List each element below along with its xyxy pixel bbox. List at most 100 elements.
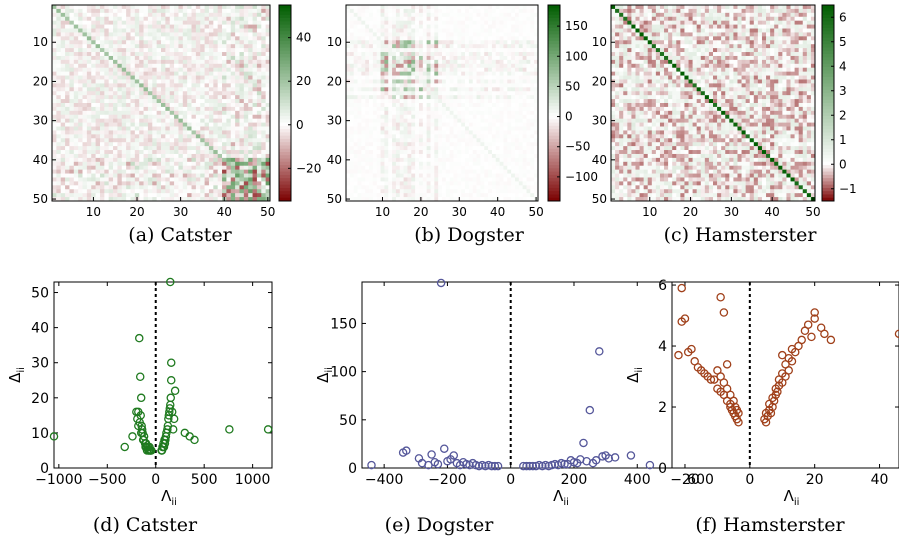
heatmap-cell <box>503 181 508 186</box>
heatmap-cell <box>449 138 454 143</box>
colorbar-segment <box>279 63 291 68</box>
heatmap-cell <box>476 161 481 167</box>
heatmap-cell <box>191 95 197 100</box>
heatmap-cell <box>230 24 236 29</box>
heatmap-cell <box>169 165 175 170</box>
heatmap-cell <box>169 114 175 119</box>
heatmap-cell <box>442 44 447 49</box>
heatmap-cell <box>426 153 431 159</box>
heatmap-cell <box>399 130 404 135</box>
heatmap-cell <box>113 173 118 178</box>
heatmap-cell <box>165 5 171 10</box>
heatmap-cell <box>534 134 539 139</box>
heatmap-cell <box>117 55 123 61</box>
colorbar-segment <box>279 27 291 32</box>
heatmap-cell <box>365 83 370 88</box>
heatmap-cell <box>91 20 96 25</box>
heatmap-cell <box>491 126 497 131</box>
heatmap-cell <box>415 8 420 14</box>
heatmap-cell <box>126 153 131 159</box>
heatmap-cell <box>361 48 366 53</box>
heatmap-cell <box>195 153 201 159</box>
heatmap-cell <box>457 59 462 65</box>
heatmap-cell <box>361 146 366 151</box>
heatmap-cell <box>365 142 370 147</box>
heatmap-cell <box>161 71 166 76</box>
heatmap-cell <box>91 63 96 69</box>
heatmap-cell <box>121 48 127 53</box>
heatmap-cell <box>204 67 210 72</box>
heatmap-cell <box>376 169 381 174</box>
heatmap-cell <box>349 173 354 178</box>
heatmap-cell <box>165 24 171 29</box>
heatmap-cell <box>78 103 83 108</box>
heatmap-cell <box>117 44 123 49</box>
heatmap-cell <box>191 153 197 159</box>
heatmap-cell <box>78 130 83 135</box>
heatmap-cell <box>134 103 140 108</box>
heatmap-cell <box>178 28 184 33</box>
heatmap-cell <box>499 134 504 139</box>
heatmap-cell <box>165 146 171 151</box>
heatmap-cell <box>256 44 262 49</box>
heatmap-cell <box>518 32 523 37</box>
heatmap-cell <box>147 118 153 123</box>
heatmap-cell <box>152 185 157 190</box>
heatmap-cell <box>134 71 140 76</box>
heatmap-cell <box>248 59 253 65</box>
heatmap-cell <box>213 173 218 178</box>
heatmap-cell <box>480 114 485 119</box>
heatmap-cell <box>178 63 184 69</box>
heatmap-cell <box>372 110 378 116</box>
heatmap-cell <box>230 189 236 194</box>
heatmap-cell <box>113 36 118 41</box>
heatmap-cell <box>239 83 245 88</box>
heatmap-cell <box>534 177 539 182</box>
colorbar-segment <box>279 152 291 156</box>
heatmap-cell <box>52 150 57 155</box>
heatmap-cell <box>472 95 477 100</box>
heatmap-cell <box>265 55 271 61</box>
heatmap-cell <box>265 181 271 186</box>
heatmap-cell <box>457 153 462 159</box>
heatmap-cell <box>388 28 393 33</box>
heatmap-cell <box>78 142 83 147</box>
heatmap-cell <box>434 169 439 174</box>
heatmap-cell <box>65 91 70 96</box>
heatmap-cell <box>445 185 450 190</box>
heatmap-cell <box>200 134 205 139</box>
heatmap-cell <box>465 106 470 112</box>
heatmap-cell <box>243 20 249 25</box>
heatmap-cell <box>143 8 149 14</box>
heatmap-cell <box>156 8 162 14</box>
heatmap-cell <box>200 150 205 155</box>
heatmap-cell <box>86 32 92 37</box>
heatmap-cell <box>182 153 188 159</box>
heatmap-cell <box>403 114 408 119</box>
heatmap-cell <box>534 20 539 25</box>
heatmap-cell <box>108 110 114 116</box>
heatmap-cell <box>476 106 481 112</box>
heatmap-cell <box>461 24 466 29</box>
heatmap-cell <box>239 197 245 202</box>
heatmap-cell <box>522 32 527 37</box>
heatmap-cell <box>507 12 512 18</box>
heatmap-cell <box>491 91 497 96</box>
heatmap-cell <box>434 87 439 92</box>
heatmap-cell <box>161 126 166 131</box>
heatmap-cell <box>399 185 404 190</box>
heatmap-cell <box>422 40 427 45</box>
heatmap-cell <box>484 157 489 163</box>
heatmap-cell <box>507 67 512 72</box>
heatmap-cell <box>52 181 57 186</box>
heatmap-cell <box>139 122 144 127</box>
heatmap-cell <box>526 146 531 151</box>
heatmap-cell <box>252 36 258 41</box>
heatmap-cell <box>434 40 439 45</box>
heatmap-cell <box>174 24 179 29</box>
heatmap-cell <box>514 95 520 100</box>
heatmap-cell <box>465 28 470 33</box>
heatmap-cell <box>252 153 258 159</box>
heatmap-cell <box>465 114 470 119</box>
heatmap-cell <box>104 118 109 123</box>
